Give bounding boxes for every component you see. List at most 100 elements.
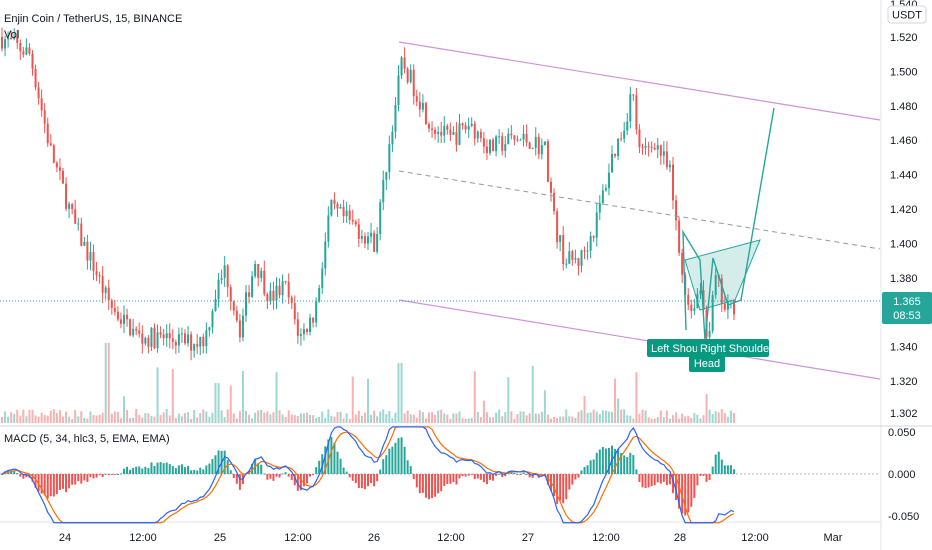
volume-bars bbox=[1, 343, 735, 423]
label-right-shoulder-text: Right Shoulder bbox=[700, 343, 773, 355]
macd-histogram-bar bbox=[421, 474, 424, 493]
candle-body bbox=[62, 170, 64, 184]
candle-body bbox=[424, 102, 427, 125]
volume-bar bbox=[345, 413, 348, 423]
macd-histogram-bar bbox=[568, 474, 571, 490]
candle-body bbox=[470, 123, 473, 126]
volume-bar bbox=[601, 410, 604, 423]
volume-bar bbox=[174, 417, 177, 423]
macd-histogram-bar bbox=[62, 474, 64, 489]
macd-histogram-bar bbox=[309, 474, 312, 477]
candle-body bbox=[678, 220, 681, 253]
candle-body bbox=[141, 333, 144, 344]
candle-body bbox=[464, 125, 467, 130]
candle-body bbox=[452, 131, 455, 135]
candle-body bbox=[626, 121, 629, 131]
macd-histogram-bar bbox=[696, 474, 699, 486]
candle-body bbox=[138, 330, 141, 334]
volume-bar bbox=[74, 409, 77, 423]
candle-body bbox=[357, 224, 360, 239]
macd-histogram-bar bbox=[614, 449, 617, 474]
volume-bar bbox=[248, 414, 251, 423]
candle-body bbox=[290, 297, 293, 304]
volume-bar bbox=[607, 411, 610, 423]
volume-bar bbox=[4, 411, 7, 423]
candle-body bbox=[665, 151, 668, 168]
volume-bar bbox=[31, 409, 34, 423]
candle-body bbox=[595, 212, 598, 238]
volume-bar bbox=[254, 412, 257, 423]
volume-bar bbox=[83, 417, 86, 423]
candle-body bbox=[205, 330, 208, 347]
macd-histogram-bar bbox=[510, 471, 513, 474]
candle-body bbox=[556, 211, 559, 242]
macd-histogram-bar bbox=[440, 474, 443, 492]
volume-bar bbox=[437, 410, 440, 423]
candle-body bbox=[162, 334, 165, 339]
volume-bar bbox=[126, 410, 129, 423]
macd-histogram-bar bbox=[693, 474, 696, 498]
candle-body bbox=[507, 133, 510, 145]
volume-bar bbox=[531, 366, 534, 423]
volume-bar bbox=[482, 400, 485, 423]
volume-bar bbox=[360, 415, 363, 423]
volume-bar bbox=[13, 413, 16, 423]
volume-bar bbox=[177, 413, 180, 423]
volume-bar bbox=[574, 417, 577, 423]
macd-histogram-bar bbox=[379, 469, 382, 474]
macd-histogram-bar bbox=[171, 466, 174, 474]
candle-body bbox=[312, 317, 315, 323]
candle-body bbox=[379, 202, 382, 234]
candle-body bbox=[367, 236, 369, 244]
macd-histogram-bar bbox=[86, 474, 89, 482]
volume-bar bbox=[132, 417, 135, 423]
candle-body bbox=[498, 136, 501, 138]
volume-bar bbox=[428, 412, 430, 423]
macd-histogram-bar bbox=[10, 470, 13, 474]
candle-body bbox=[13, 36, 16, 40]
candle-body bbox=[315, 301, 318, 323]
candle-body bbox=[702, 290, 705, 311]
volume-bar bbox=[119, 418, 122, 423]
candle-body bbox=[650, 146, 653, 148]
volume-bar bbox=[653, 418, 656, 423]
candle-body bbox=[434, 130, 437, 134]
candle-body bbox=[543, 141, 546, 146]
macd-histogram-bar bbox=[449, 474, 452, 484]
volume-bar bbox=[168, 415, 171, 423]
candle-body bbox=[455, 131, 458, 145]
candle-body bbox=[144, 337, 147, 344]
candle-body bbox=[165, 333, 168, 339]
macd-histogram-bar bbox=[495, 474, 498, 476]
macd-histogram-bar bbox=[589, 460, 592, 474]
macd-histogram-bar bbox=[339, 458, 342, 474]
candle-body bbox=[272, 290, 275, 301]
candle-body bbox=[299, 334, 302, 336]
volume-bar bbox=[150, 415, 153, 423]
time-axis-tick-label: 12:00 bbox=[129, 532, 157, 544]
volume-bar bbox=[711, 414, 714, 423]
candle-body bbox=[446, 125, 449, 130]
volume-bar bbox=[635, 372, 638, 423]
macd-histogram-bar bbox=[656, 474, 659, 483]
macd-histogram-bar bbox=[458, 474, 461, 479]
candle-body bbox=[58, 167, 61, 171]
candle-body bbox=[190, 334, 193, 351]
volume-bar bbox=[217, 383, 220, 423]
volume-bar bbox=[528, 413, 531, 423]
candle-body bbox=[49, 143, 52, 146]
candle-body bbox=[458, 123, 461, 145]
macd-histogram-bar bbox=[348, 474, 351, 478]
volume-bar bbox=[223, 417, 226, 423]
macd-histogram-bar bbox=[77, 474, 80, 482]
macd-histogram-bar bbox=[635, 469, 638, 474]
label-head-text: Head bbox=[694, 358, 720, 370]
volume-bar bbox=[662, 417, 665, 423]
currency-button[interactable]: USDT bbox=[887, 5, 927, 24]
volume-bar bbox=[379, 411, 382, 423]
macd-histogram-bar bbox=[46, 474, 49, 499]
candle-body bbox=[113, 307, 116, 312]
candle-body bbox=[287, 281, 290, 298]
macd-histogram-bar bbox=[415, 474, 418, 488]
